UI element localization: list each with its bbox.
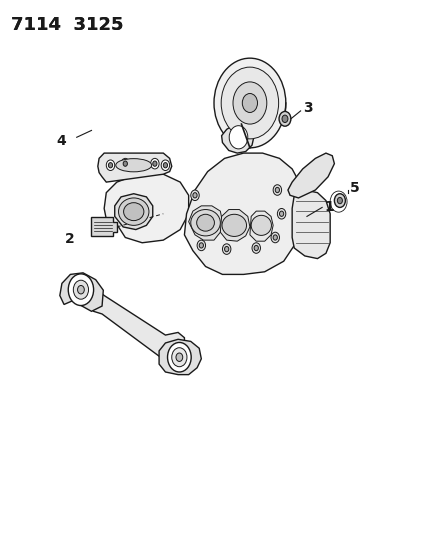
Circle shape <box>163 163 167 168</box>
Text: 4: 4 <box>56 134 66 148</box>
Polygon shape <box>159 340 201 375</box>
Polygon shape <box>85 290 184 359</box>
Text: 1: 1 <box>325 200 334 214</box>
Circle shape <box>193 192 197 198</box>
Circle shape <box>151 158 159 169</box>
Circle shape <box>233 82 267 124</box>
Circle shape <box>167 342 191 372</box>
Circle shape <box>279 211 284 216</box>
Circle shape <box>223 244 231 254</box>
Ellipse shape <box>222 214 247 237</box>
Ellipse shape <box>124 203 144 221</box>
Polygon shape <box>104 174 189 243</box>
Circle shape <box>214 58 286 148</box>
Polygon shape <box>292 190 330 259</box>
Circle shape <box>229 126 248 149</box>
Circle shape <box>254 245 259 251</box>
Circle shape <box>252 243 261 253</box>
Circle shape <box>273 185 282 195</box>
Circle shape <box>108 163 113 168</box>
Circle shape <box>123 161 128 166</box>
Circle shape <box>225 246 229 252</box>
Circle shape <box>176 353 183 361</box>
Ellipse shape <box>119 198 149 225</box>
Circle shape <box>242 93 258 112</box>
Text: 7114  3125: 7114 3125 <box>11 16 124 34</box>
Circle shape <box>77 286 84 294</box>
Polygon shape <box>288 153 334 198</box>
Circle shape <box>279 111 291 126</box>
Circle shape <box>282 115 288 123</box>
Circle shape <box>191 190 199 200</box>
Text: 7114  3125: 7114 3125 <box>11 16 124 34</box>
Polygon shape <box>184 153 305 274</box>
Text: 5: 5 <box>350 181 360 196</box>
Polygon shape <box>250 211 273 241</box>
Ellipse shape <box>116 159 152 172</box>
Circle shape <box>199 243 203 248</box>
Circle shape <box>121 158 130 169</box>
Polygon shape <box>220 209 250 241</box>
Ellipse shape <box>191 209 220 236</box>
Polygon shape <box>92 217 117 237</box>
Circle shape <box>337 197 342 204</box>
Text: 2: 2 <box>65 232 75 246</box>
Circle shape <box>68 274 94 305</box>
Circle shape <box>197 240 205 251</box>
Polygon shape <box>189 206 223 240</box>
Circle shape <box>73 280 89 299</box>
Circle shape <box>106 160 115 171</box>
Polygon shape <box>222 124 254 153</box>
Polygon shape <box>115 193 153 230</box>
Circle shape <box>172 348 187 367</box>
Circle shape <box>275 188 279 192</box>
Circle shape <box>271 232 279 243</box>
Circle shape <box>153 161 157 166</box>
Polygon shape <box>98 153 172 182</box>
Circle shape <box>334 193 345 207</box>
Circle shape <box>277 208 286 219</box>
Text: 3: 3 <box>303 101 312 115</box>
Circle shape <box>221 67 279 139</box>
Circle shape <box>161 160 169 171</box>
Ellipse shape <box>197 214 214 231</box>
Ellipse shape <box>251 215 271 236</box>
Circle shape <box>273 235 277 240</box>
Polygon shape <box>60 273 103 311</box>
